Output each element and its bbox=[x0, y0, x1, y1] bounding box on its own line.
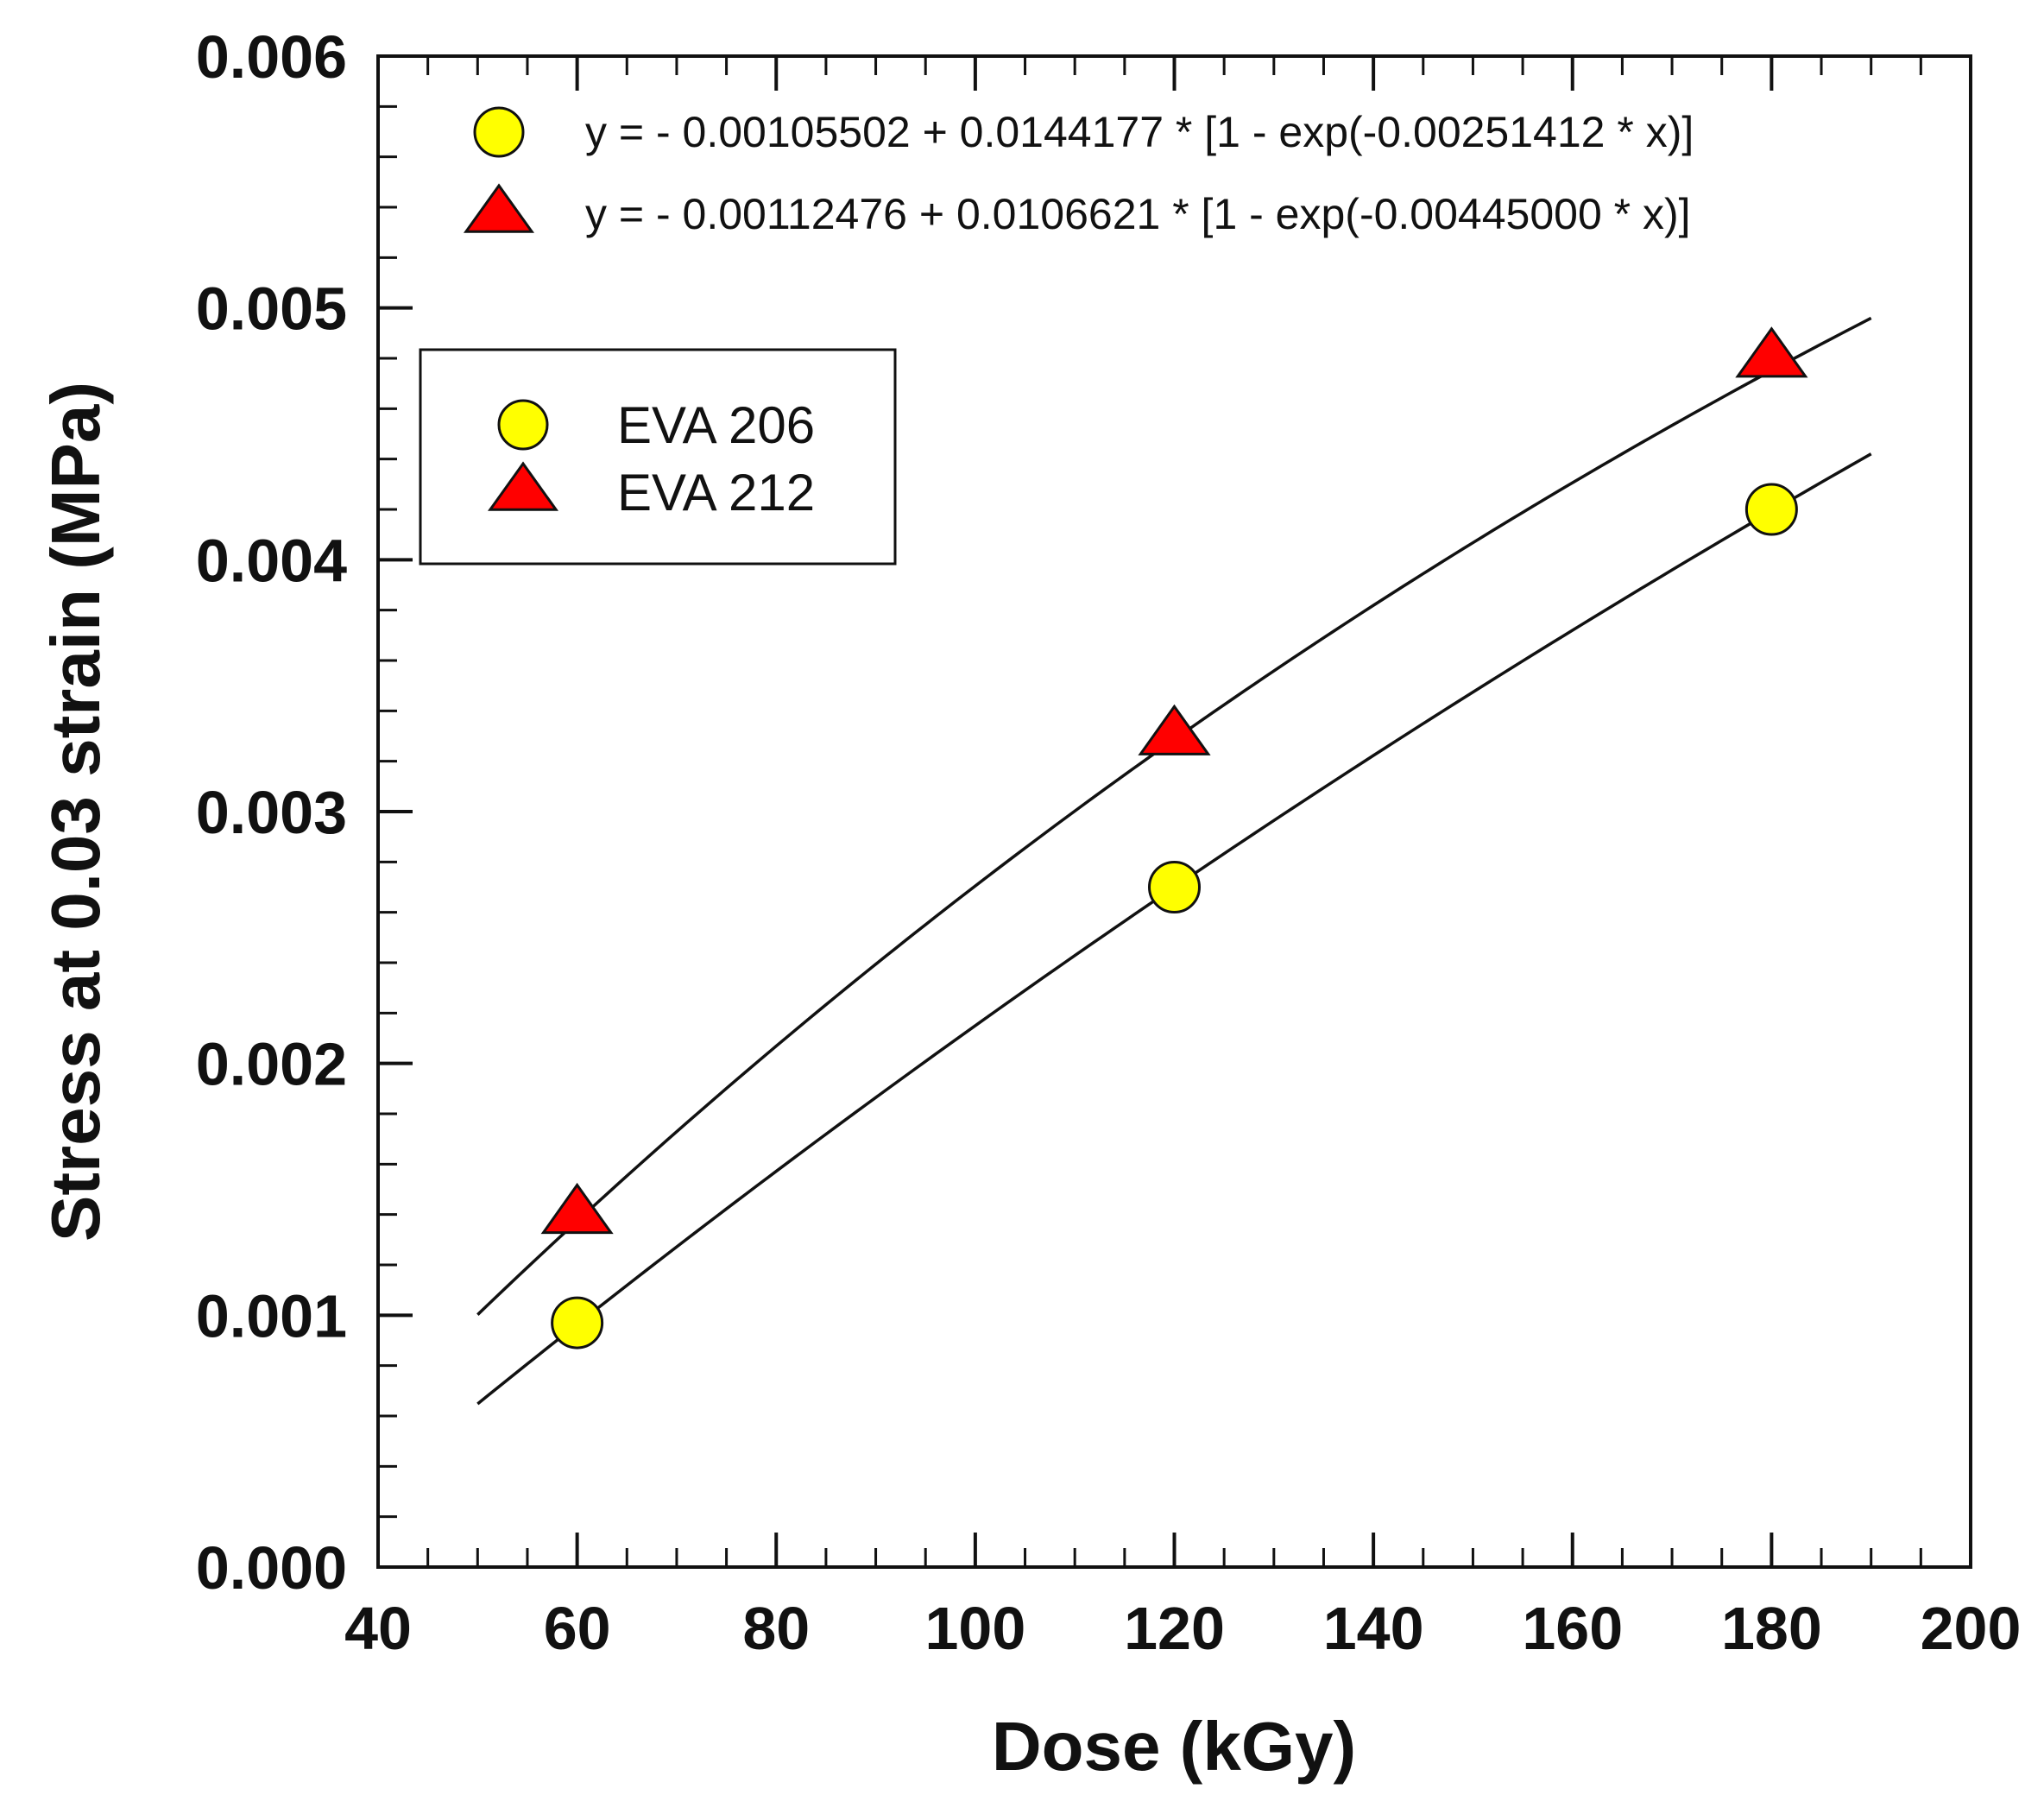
x-tick-label: 140 bbox=[1323, 1595, 1424, 1662]
legend: EVA 206 EVA 212 bbox=[487, 396, 815, 521]
triangle-marker bbox=[1735, 326, 1808, 378]
fit-equation: y = - 0.00112476 + 0.0106621 * [1 - exp(… bbox=[585, 190, 1691, 238]
y-tick-label: 0.000 bbox=[196, 1534, 347, 1602]
y-tick-label: 0.001 bbox=[196, 1282, 347, 1349]
circle-marker bbox=[551, 1296, 604, 1349]
triangle-marker bbox=[1138, 704, 1211, 755]
y-axis-title: Stress at 0.03 strain (MPa) bbox=[37, 382, 114, 1242]
x-axis-title: Dose (kGy) bbox=[992, 1708, 1356, 1785]
plot-frame bbox=[376, 54, 1972, 1569]
y-tick-label: 0.006 bbox=[196, 23, 347, 91]
tick-labels: 40 60 80 100 120 140 160 180 200 0.000 0.001 0.002 0… bbox=[196, 23, 2022, 1662]
minor-ticks bbox=[376, 54, 1972, 1569]
x-tick-label: 120 bbox=[1124, 1595, 1225, 1662]
equation-triangle-symbol bbox=[463, 183, 535, 233]
x-tick-label: 200 bbox=[1921, 1595, 2022, 1662]
x-tick-label: 60 bbox=[544, 1595, 611, 1662]
circle-marker bbox=[1148, 861, 1201, 913]
equation-circle-symbol bbox=[473, 106, 525, 158]
fit-equation: y = - 0.00105502 + 0.0144177 * [1 - exp(… bbox=[585, 108, 1694, 156]
data-markers bbox=[540, 326, 1808, 1349]
circle-marker bbox=[1744, 483, 1798, 536]
y-tick-label: 0.002 bbox=[196, 1031, 347, 1098]
legend-label: EVA 212 bbox=[617, 464, 815, 521]
legend-label: EVA 206 bbox=[617, 396, 815, 454]
x-tick-label: 40 bbox=[344, 1595, 412, 1662]
x-tick-label: 100 bbox=[924, 1595, 1025, 1662]
major-ticks bbox=[376, 54, 1972, 1569]
x-tick-label: 160 bbox=[1522, 1595, 1623, 1662]
y-tick-label: 0.005 bbox=[196, 275, 347, 343]
legend-box bbox=[419, 348, 897, 566]
legend-triangle-symbol bbox=[487, 461, 559, 511]
triangle-marker bbox=[540, 1182, 614, 1235]
x-tick-label: 180 bbox=[1721, 1595, 1822, 1662]
equation-legend: y = - 0.00105502 + 0.0144177 * [1 - exp(… bbox=[463, 106, 1694, 238]
y-tick-label: 0.003 bbox=[196, 779, 347, 846]
legend-circle-symbol bbox=[497, 399, 549, 451]
fit-curve-eva-206 bbox=[476, 452, 1872, 1406]
x-tick-label: 80 bbox=[742, 1595, 810, 1662]
y-tick-label: 0.004 bbox=[196, 527, 347, 594]
